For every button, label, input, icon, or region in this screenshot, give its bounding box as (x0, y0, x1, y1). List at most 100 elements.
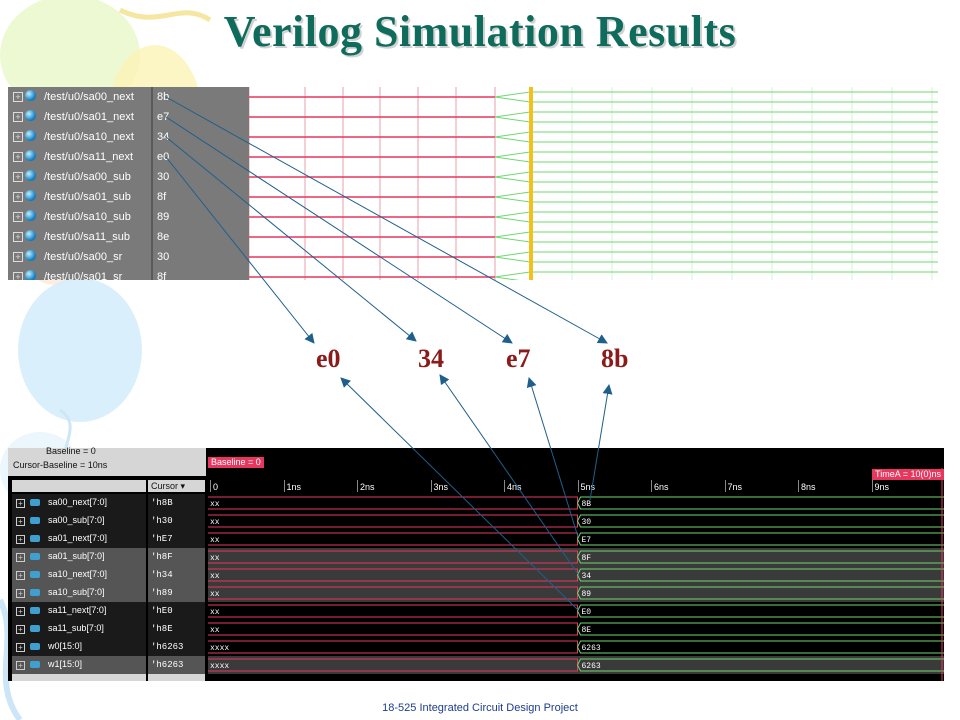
bus-icon (30, 517, 40, 524)
expand-icon[interactable]: + (13, 132, 23, 142)
top-signal-name: /test/u0/sa01_sr (44, 271, 123, 280)
top-signal-value: 8b (157, 91, 170, 103)
top-signal-name: /test/u0/sa11_next (44, 151, 134, 163)
expand-icon[interactable]: + (16, 643, 25, 652)
top-valid-trace-low (494, 196, 938, 203)
bottom-value-before: xx (210, 572, 220, 581)
expand-icon[interactable]: + (16, 589, 25, 598)
bus-icon (30, 643, 40, 650)
bottom-signal-row[interactable]: + sa11_sub[7:0] (12, 620, 146, 638)
expand-icon[interactable]: + (16, 607, 25, 616)
bottom-signal-row[interactable]: + sa10_next[7:0] (12, 566, 146, 584)
top-signal-name: /test/u0/sa01_sub (44, 191, 131, 203)
expand-icon[interactable]: + (13, 192, 23, 202)
bottom-value-before: xxxx (210, 662, 229, 671)
bottom-value-after: 8F (582, 554, 592, 563)
bottom-signal-row[interactable]: + sa10_sub[7:0] (12, 584, 146, 602)
bottom-cursor-value: 'h34 (148, 566, 205, 584)
expand-icon[interactable]: + (13, 152, 23, 162)
bottom-signal-row[interactable]: + sa11_next[7:0] (12, 602, 146, 620)
top-signal-value: e0 (157, 151, 170, 163)
expand-icon[interactable]: + (16, 661, 25, 670)
top-valid-trace-low (494, 236, 938, 243)
time-tick (724, 480, 726, 492)
bottom-cursor-value: 'h8F (148, 548, 205, 566)
expand-icon[interactable]: + (13, 212, 23, 222)
top-waveform-plot (249, 87, 938, 280)
top-cursor-marker[interactable] (529, 87, 533, 280)
bottom-signal-name: sa11_next[7:0] (48, 605, 107, 615)
bottom-signal-row[interactable]: + sa00_next[7:0] (12, 494, 146, 512)
top-signal-value: 89 (157, 211, 170, 223)
top-valid-trace-high (494, 171, 938, 178)
bottom-value-after: E0 (582, 608, 592, 617)
bottom-value-before: xx (210, 626, 220, 635)
bottom-value-before: xx (210, 590, 220, 599)
bottom-waveform-plot: Baseline = 0 TimeA = 10(0)ns xx 8B xx 30 xx E… (208, 448, 944, 681)
bus-icon (30, 571, 40, 578)
time-tick (430, 480, 432, 492)
bottom-signal-name: sa10_next[7:0] (48, 569, 108, 579)
bus-icon (30, 661, 40, 668)
top-signal-name: /test/u0/sa01_next (44, 111, 134, 123)
top-signal-value: 8e (157, 231, 170, 243)
bottom-value-after: 8B (582, 500, 592, 509)
top-signal-name: /test/u0/sa00_next (44, 91, 134, 103)
expand-icon[interactable]: + (16, 517, 25, 526)
bottom-signal-name: sa11_sub[7:0] (48, 623, 104, 633)
expand-icon[interactable]: + (13, 172, 23, 182)
expand-icon[interactable]: + (16, 553, 25, 562)
signal-icon (25, 230, 36, 241)
bottom-signal-row[interactable]: + w1[15:0] (12, 656, 146, 674)
expand-icon[interactable]: + (13, 272, 23, 280)
expand-icon[interactable]: + (16, 571, 25, 580)
slide-title: Verilog Simulation Results (223, 7, 737, 56)
bottom-value-after: 89 (582, 590, 592, 599)
top-signal-value: 8f (157, 271, 167, 280)
time-tick-label: 0 (213, 482, 219, 492)
timea-marker-tag[interactable]: TimeA = 10(0)ns (872, 469, 944, 480)
top-valid-trace-low (494, 136, 938, 143)
top-signal-value: e7 (157, 111, 170, 123)
baseline-text: Baseline = 0 (46, 446, 96, 456)
bottom-cursor-value: 'hE0 (148, 602, 205, 620)
bottom-signal-name: w1[15:0] (48, 659, 83, 669)
top-waveform-window: + /test/u0/sa00_next + /test/u0/sa01_next + /… (8, 87, 938, 280)
time-tick-label: 3ns (433, 482, 449, 492)
bottom-cursor-value: 'h30 (148, 512, 205, 530)
expand-icon[interactable]: + (16, 499, 25, 508)
bottom-value-after: 6263 (582, 662, 601, 671)
bottom-value-before: xx (210, 500, 220, 509)
bottom-cursor-value: 'h6263 (148, 638, 205, 656)
annotation-byte-e0: e0 (316, 344, 341, 373)
top-valid-trace-high (494, 111, 938, 118)
expand-icon[interactable]: + (13, 112, 23, 122)
baseline-info-panel: Baseline = 0 Cursor-Baseline = 10ns (8, 446, 206, 476)
top-valid-trace-high (494, 211, 938, 218)
expand-icon[interactable]: + (13, 252, 23, 262)
bottom-signal-row[interactable]: + sa01_next[7:0] (12, 530, 146, 548)
bottom-signal-row[interactable]: + sa01_sub[7:0] (12, 548, 146, 566)
bottom-value-after: 30 (582, 518, 592, 527)
bottom-signal-row[interactable]: + w0[15:0] (12, 638, 146, 656)
expand-icon[interactable]: + (13, 92, 23, 102)
time-tick-label: 2ns (360, 482, 375, 492)
bottom-cursor-value: 'h8B (148, 494, 205, 512)
bottom-value-before: xxxx (210, 644, 229, 653)
signal-icon (25, 130, 36, 141)
time-tick (357, 480, 358, 492)
time-tick-label: 1ns (286, 482, 302, 492)
top-signal-value: 34 (157, 131, 170, 143)
signal-icon (25, 110, 36, 121)
expand-icon[interactable]: + (13, 232, 23, 242)
baseline-marker-tag[interactable]: Baseline = 0 (208, 457, 264, 468)
time-tick-label: 7ns (727, 482, 743, 492)
top-valid-trace-high (494, 271, 938, 278)
bottom-value-before: xx (210, 554, 220, 563)
expand-icon[interactable]: + (16, 625, 25, 634)
top-signal-value: 30 (157, 251, 170, 263)
signal-icon (25, 90, 36, 101)
expand-icon[interactable]: + (16, 535, 25, 544)
cursor-column-header[interactable]: Cursor ▾ (148, 480, 205, 492)
bottom-signal-row[interactable]: + sa00_sub[7:0] (12, 512, 146, 530)
